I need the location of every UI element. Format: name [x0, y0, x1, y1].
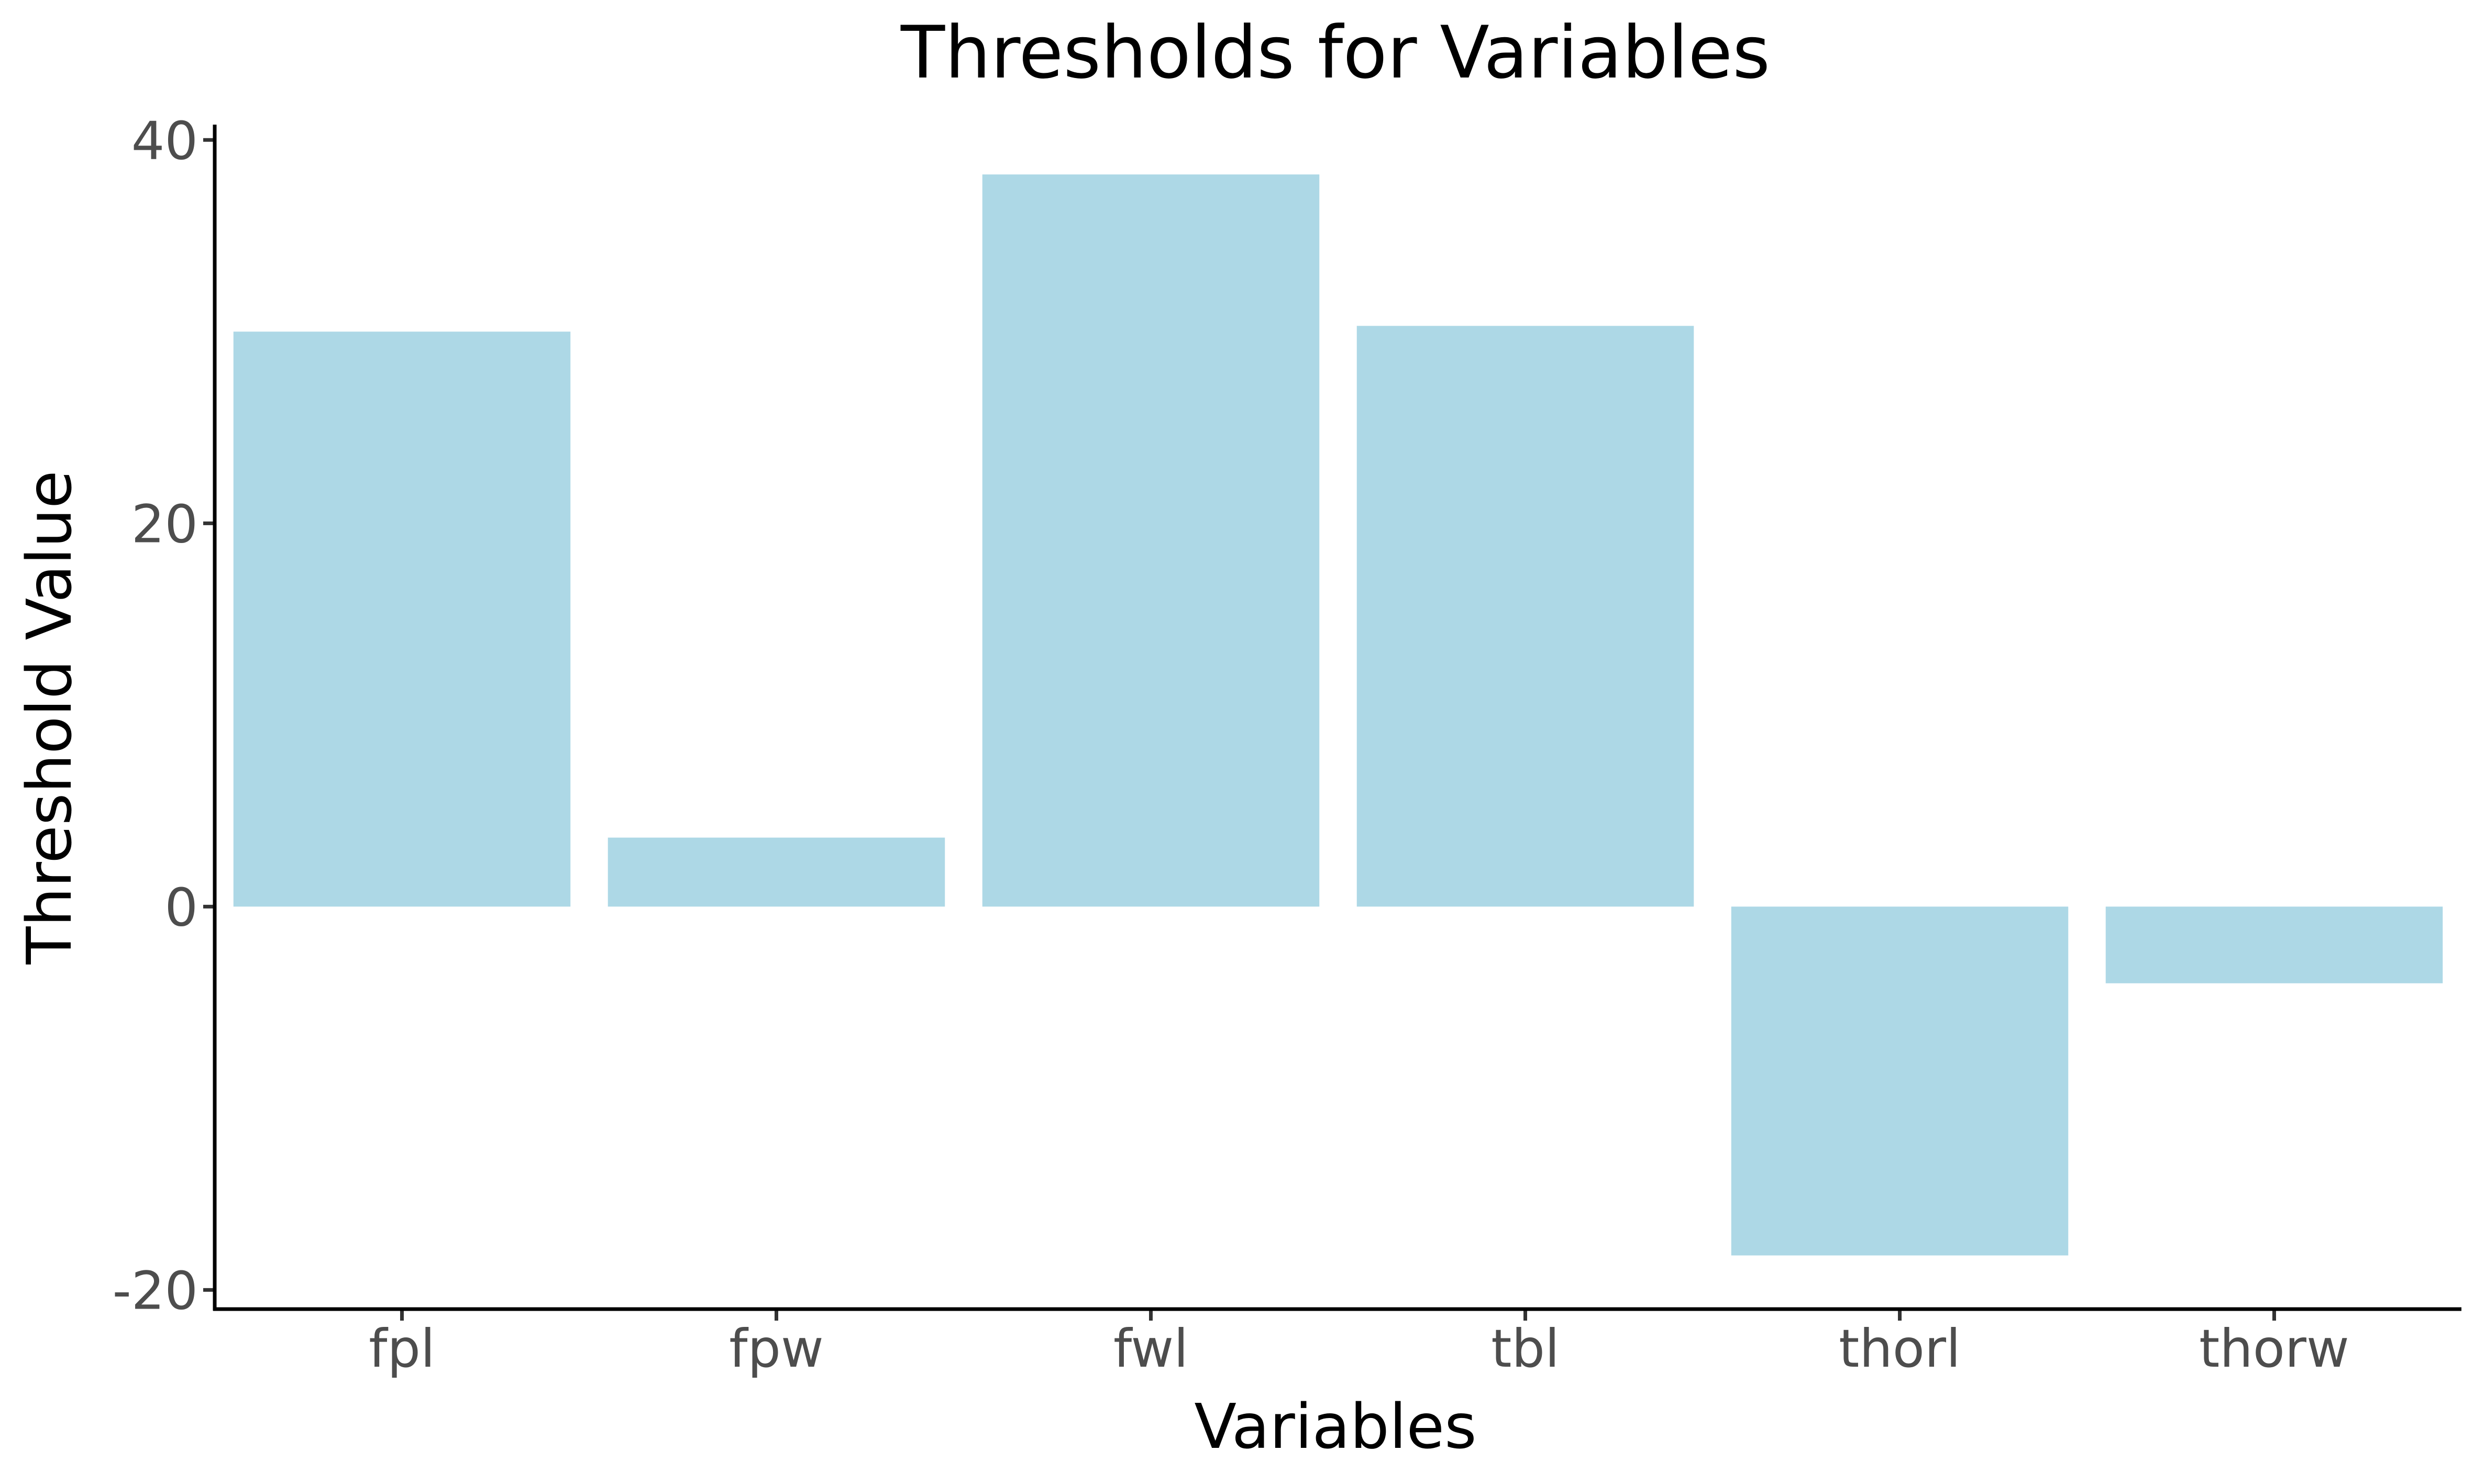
x-tick-label: thorw — [2199, 1318, 2349, 1379]
bars-group — [233, 174, 2443, 1256]
x-axis-ticks: fpl fpw fwl tbl thorl thorw — [369, 1309, 2349, 1379]
x-tick-label: fwl — [1113, 1318, 1188, 1379]
x-tick-label: tbl — [1491, 1318, 1559, 1379]
x-axis-title: Variables — [1194, 1390, 1476, 1463]
bar-fpl — [233, 331, 571, 907]
y-tick-label: 20 — [131, 493, 198, 555]
bar-thorw — [2105, 906, 2443, 983]
y-axis-ticks: -20 0 20 40 — [113, 110, 215, 1321]
bar-tbl — [1356, 326, 1694, 907]
bar-fpw — [608, 837, 945, 907]
y-tick-label: 40 — [131, 110, 198, 171]
y-tick-label: 0 — [164, 877, 198, 938]
x-tick-label: fpl — [369, 1318, 435, 1379]
bar-thorl — [1731, 906, 2069, 1256]
y-tick-label: -20 — [113, 1260, 198, 1321]
x-tick-label: thorl — [1839, 1318, 1961, 1379]
bar-fwl — [982, 174, 1320, 907]
y-axis-title: Threshold Value — [13, 470, 85, 965]
chart-title: Thresholds for Variables — [900, 10, 1770, 95]
x-tick-label: fpw — [729, 1318, 823, 1379]
